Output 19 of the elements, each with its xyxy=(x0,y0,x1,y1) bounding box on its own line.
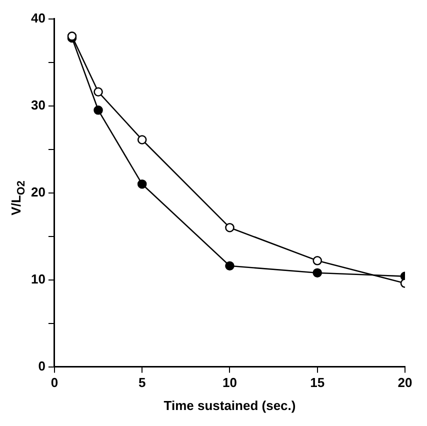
x-tick-label: 5 xyxy=(138,375,146,390)
point xyxy=(225,222,234,232)
point xyxy=(94,87,103,97)
point xyxy=(312,268,322,278)
y-tick-label: 40 xyxy=(30,10,46,26)
y-tick-label: 10 xyxy=(30,271,46,286)
point xyxy=(137,179,147,189)
x-tick-label: 20 xyxy=(398,375,412,390)
x-tick-label: 10 xyxy=(222,375,237,390)
point xyxy=(312,256,322,266)
x-tick-label: 0 xyxy=(50,375,58,390)
x-axis-title: Time sustained (sec.) xyxy=(164,398,296,413)
point xyxy=(225,261,234,271)
y-tick-label: 30 xyxy=(30,97,46,112)
point xyxy=(137,135,147,144)
y-tick-label: 20 xyxy=(30,184,46,200)
x-tick-label: 15 xyxy=(310,375,325,390)
y-tick-label: 0 xyxy=(38,358,46,374)
point xyxy=(94,106,103,115)
